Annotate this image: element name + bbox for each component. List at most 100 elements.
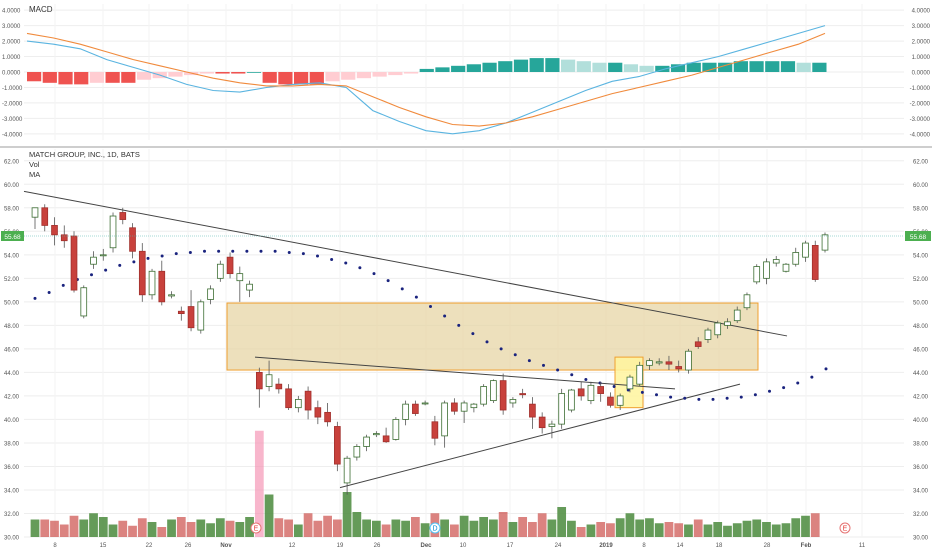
- volume-bar: [157, 527, 167, 537]
- volume-bar: [215, 518, 225, 537]
- candle-body: [246, 283, 253, 291]
- volume-bar: [352, 512, 362, 537]
- candlestick: [548, 420, 556, 439]
- macd-histogram-bar: [27, 72, 42, 82]
- candle-body: [109, 215, 117, 249]
- candlestick: [538, 412, 546, 434]
- signal-line: [26, 32, 826, 127]
- price-y-tick-left: 38.00: [4, 441, 20, 447]
- sar-dot: [669, 395, 673, 399]
- candle-body: [158, 270, 166, 303]
- candle-body: [421, 402, 429, 405]
- macd-y-tick-left: -1.0000: [2, 86, 23, 92]
- volume-bar: [508, 522, 518, 537]
- candle-body: [519, 393, 526, 396]
- resistance-zone[interactable]: [226, 302, 759, 371]
- volume-bar: [547, 519, 557, 537]
- price-y-tick-left: 42.00: [4, 394, 20, 400]
- upcoming-earnings-icon[interactable]: E: [839, 522, 851, 534]
- sar-dot: [753, 393, 757, 397]
- candle-body: [138, 250, 146, 296]
- candlestick: [626, 374, 634, 393]
- macd-histogram-bar: [215, 72, 230, 74]
- macd-histogram-bar: [686, 62, 701, 72]
- x-axis-tick-label: 28: [764, 543, 771, 549]
- x-axis-tick-label: 12: [289, 543, 296, 549]
- price-y-tick-right: 60.00: [913, 183, 929, 189]
- sar-dot: [47, 290, 51, 294]
- x-axis-tick-label: 26: [374, 543, 381, 549]
- macd-y-tick-right: -3.0000: [910, 117, 931, 123]
- candle-body: [704, 329, 712, 340]
- macd-histogram-bar: [529, 58, 544, 72]
- price-y-tick-left: 48.00: [4, 324, 20, 330]
- candlestick: [304, 386, 312, 420]
- candlestick: [616, 393, 624, 411]
- price-y-tick-right: 38.00: [913, 441, 929, 447]
- candlestick: [402, 400, 409, 426]
- volume-bar: [810, 513, 820, 537]
- macd-histogram-bar: [670, 64, 686, 72]
- candle-body: [597, 386, 605, 394]
- sar-dot: [542, 363, 545, 367]
- sar-dot: [485, 340, 489, 344]
- sar-dot: [273, 249, 277, 253]
- support-trend-line[interactable]: [339, 383, 741, 489]
- sar-dot: [457, 323, 461, 327]
- volume-bar: [498, 512, 508, 537]
- candlestick: [607, 392, 614, 408]
- volume-bar: [245, 517, 254, 537]
- macd-histogram-bar: [74, 72, 89, 85]
- candle-body: [753, 266, 761, 283]
- candle-body: [236, 273, 244, 282]
- candlestick: [802, 240, 809, 262]
- downtrend-line[interactable]: [23, 190, 788, 337]
- macd-y-tick-right: 0.0000: [912, 71, 931, 77]
- volume-bar: [89, 513, 98, 537]
- volume-bar: [254, 430, 264, 537]
- macd-y-tick-right: -4.0000: [910, 132, 931, 138]
- last-price-label-left: 55.68: [4, 234, 21, 241]
- candle-body: [763, 261, 770, 279]
- x-axis-tick-label: 10: [460, 543, 467, 549]
- candlestick: [119, 207, 127, 225]
- price-y-tick-left: 58.00: [4, 206, 20, 212]
- sar-dot: [386, 279, 390, 283]
- candle-body: [148, 270, 156, 296]
- candle-body: [80, 287, 88, 317]
- volume-bar: [108, 524, 118, 537]
- volume-bar: [742, 520, 752, 537]
- price-y-tick-right: 36.00: [913, 465, 929, 471]
- volume-bar: [693, 519, 703, 537]
- x-axis-tick-label: Dec: [420, 543, 432, 549]
- price-y-tick-right: 34.00: [913, 488, 929, 494]
- x-axis-tick-label: Nov: [220, 543, 232, 549]
- candlestick: [373, 431, 380, 438]
- volume-bar: [303, 513, 313, 537]
- macd-histogram-bar: [325, 72, 340, 82]
- volume-bar: [225, 520, 235, 537]
- candlestick: [412, 400, 419, 416]
- volume-bar: [459, 515, 469, 537]
- volume-bar: [781, 523, 791, 537]
- sar-dot: [301, 252, 305, 256]
- candle-body: [675, 366, 683, 370]
- candlestick: [792, 247, 800, 267]
- inner-trend-line[interactable]: [254, 356, 676, 390]
- candlestick: [490, 379, 497, 403]
- price-y-tick-right: 46.00: [913, 347, 929, 353]
- macd-histogram-bar: [435, 67, 450, 72]
- sar-dot: [160, 254, 164, 258]
- candlestick: [265, 360, 273, 392]
- macd-histogram-bar: [466, 64, 481, 72]
- macd-histogram-bar: [278, 72, 293, 85]
- candle-body: [216, 263, 224, 279]
- volume-bar: [50, 520, 59, 537]
- dividend-event-icon[interactable]: D: [429, 522, 441, 534]
- price-y-tick-left: 40.00: [4, 418, 20, 424]
- price-y-tick-right: 42.00: [913, 394, 929, 400]
- candle-body: [373, 433, 380, 436]
- earnings-event-icon[interactable]: E: [250, 522, 262, 534]
- candle-body: [811, 245, 819, 280]
